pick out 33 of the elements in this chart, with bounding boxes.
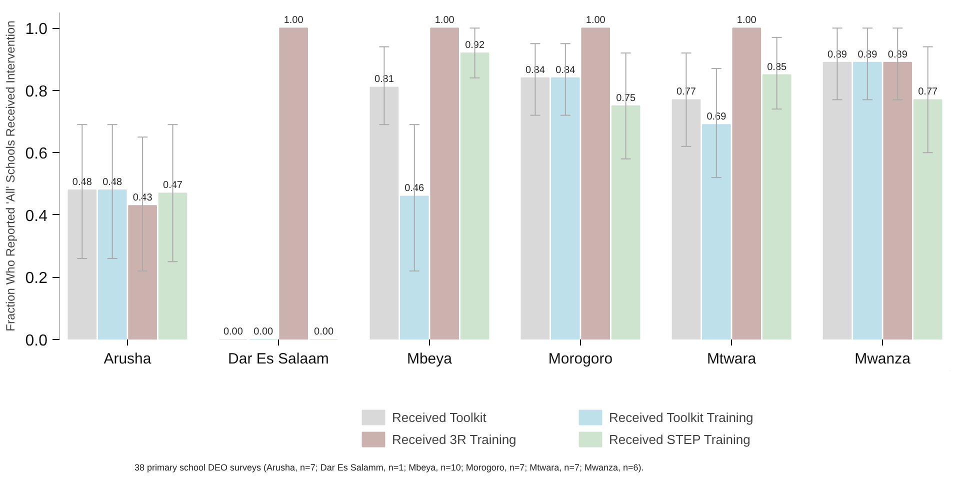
data-label: 0.00 <box>254 326 274 338</box>
data-label: 0.00 <box>314 326 334 338</box>
data-label: 0.48 <box>72 177 92 188</box>
x-tick-label: Mwanza <box>854 350 912 368</box>
data-label: 0.46 <box>404 183 425 194</box>
data-label: 0.47 <box>163 180 183 192</box>
legend-label: Received STEP Training <box>609 432 752 446</box>
y-tick-label: 0.6 <box>25 146 48 163</box>
y-tick-label: 0.0 <box>25 332 48 350</box>
legend-label: Received Toolkit Training <box>609 410 754 424</box>
data-label: 0.00 <box>223 326 244 338</box>
data-label: 0.48 <box>102 177 123 188</box>
data-label: 0.43 <box>132 192 153 204</box>
y-tick-label: 0.4 <box>25 208 48 225</box>
legend-label: Received Toolkit <box>392 410 488 424</box>
x-tick-label: Dar Es Salaam <box>228 350 329 368</box>
y-tick-label: 0.8 <box>25 83 48 100</box>
y-tick-label: 1.0 <box>25 21 48 38</box>
y-tick-label: 0.2 <box>25 270 48 288</box>
x-tick-label: Arusha <box>104 350 152 368</box>
data-label: 1.00 <box>434 15 455 26</box>
x-tick-label: Morogoro <box>548 350 613 368</box>
text: 38 primary school DEO surveys (Arusha, n=7; Dar Es Salamm, n=1; Mbeya, n=10; Morogoro, n=7; Mtwara, n=7; Mwanza, n=6). <box>134 462 644 472</box>
data-label: 0.75 <box>616 92 636 104</box>
legend-label: Received 3R Training <box>392 432 518 446</box>
data-label: 1.00 <box>586 15 606 26</box>
data-label: 1.00 <box>284 15 304 26</box>
y-axis-title: Fraction Who Reported 'All' Schools Received Intervention <box>3 20 18 332</box>
x-tick-label: Mbeya <box>406 350 453 368</box>
data-label: 0.77 <box>918 86 938 98</box>
x-tick-label: Mtwara <box>706 350 757 368</box>
data-label: 1.00 <box>736 15 757 26</box>
data-label: 0.77 <box>676 86 696 98</box>
